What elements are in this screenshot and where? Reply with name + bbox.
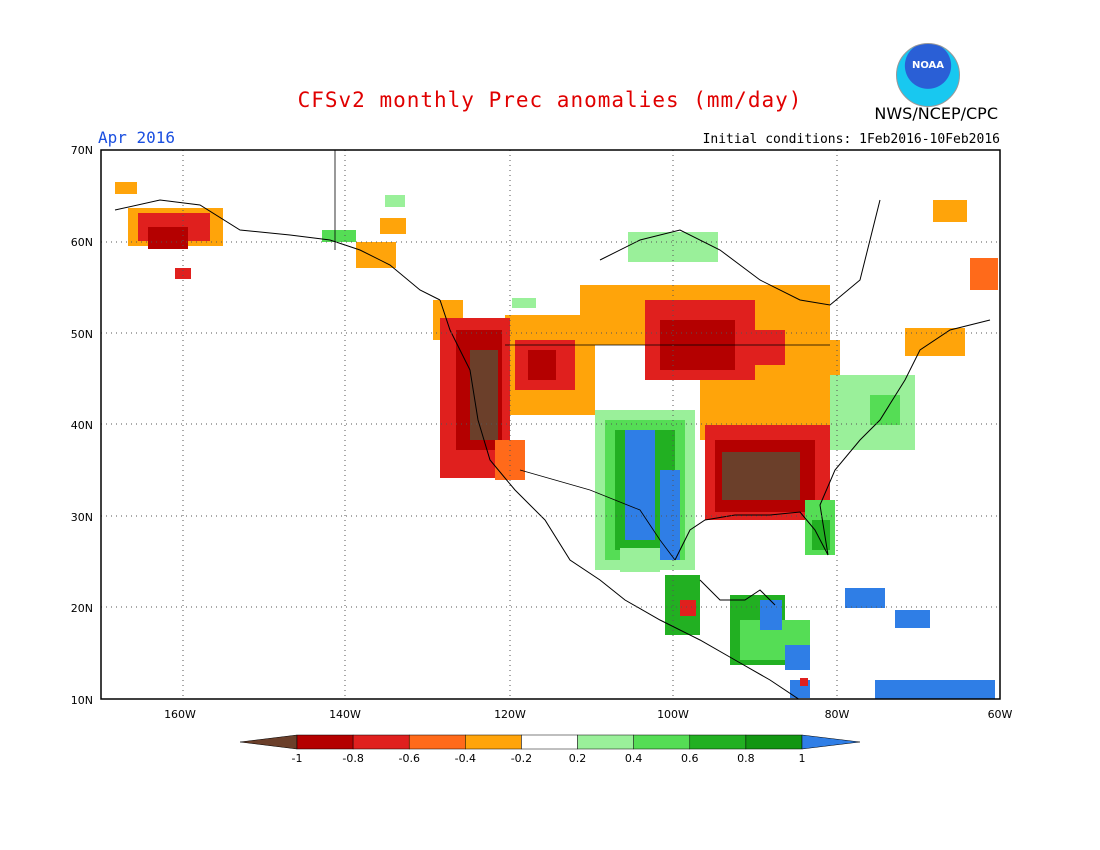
colorbar-swatch bbox=[296, 734, 354, 750]
anomaly-cell bbox=[722, 452, 800, 500]
coastline bbox=[599, 199, 881, 306]
anomaly-cell bbox=[680, 600, 696, 616]
lat-label: 60N bbox=[71, 236, 93, 249]
anomaly-cell bbox=[800, 678, 808, 686]
colorbar-swatch bbox=[521, 734, 578, 750]
colorbar-swatch bbox=[408, 734, 466, 750]
anomaly-cell bbox=[895, 610, 930, 628]
anomaly-cell bbox=[905, 328, 965, 356]
anomaly-cell bbox=[470, 350, 498, 440]
latitude-labels: 70N 60N 50N 40N 30N 20N 10N bbox=[71, 144, 93, 707]
anomaly-cell bbox=[380, 218, 406, 234]
lat-label: 30N bbox=[71, 511, 93, 524]
lon-label: 80W bbox=[825, 708, 850, 721]
forecast-month: Apr 2016 bbox=[98, 128, 176, 147]
coastline bbox=[674, 319, 991, 561]
lat-label: 70N bbox=[71, 144, 93, 157]
anomaly-cell bbox=[175, 268, 191, 279]
colorbar-swatch bbox=[352, 734, 410, 750]
anomaly-cell bbox=[512, 298, 536, 308]
anomaly-cell bbox=[785, 645, 810, 670]
lon-label: 100W bbox=[657, 708, 689, 721]
anomaly-cell bbox=[528, 350, 556, 380]
lat-label: 50N bbox=[71, 328, 93, 341]
anomaly-cell bbox=[745, 330, 785, 365]
colorbar-swatch bbox=[577, 734, 634, 750]
lon-label: 60W bbox=[988, 708, 1013, 721]
anomaly-cell bbox=[970, 258, 998, 290]
colorbar-label: -0.8 bbox=[342, 752, 363, 765]
map-field bbox=[114, 150, 998, 699]
anomaly-cell bbox=[660, 470, 680, 560]
anomaly-cell bbox=[628, 232, 718, 262]
anomaly-cell bbox=[385, 195, 405, 207]
colorbar-swatch bbox=[745, 734, 803, 750]
anomaly-cell bbox=[845, 588, 885, 608]
colorbar-label: 0.8 bbox=[737, 752, 755, 765]
coastline bbox=[114, 199, 441, 301]
noaa-logo: NOAA bbox=[896, 43, 960, 107]
anomaly-cell bbox=[875, 680, 995, 699]
initial-conditions: Initial conditions: 1Feb2016-10Feb2016 bbox=[702, 132, 1000, 147]
lon-label: 160W bbox=[164, 708, 196, 721]
noaa-logo-text: NOAA bbox=[911, 60, 945, 71]
border bbox=[519, 469, 676, 561]
longitude-labels: 160W 140W 120W 100W 80W 60W bbox=[164, 708, 1012, 721]
anomaly-cell bbox=[933, 200, 967, 222]
agency-label: NWS/NCEP/CPC bbox=[874, 104, 998, 123]
lat-label: 20N bbox=[71, 602, 93, 615]
anomaly-cell bbox=[115, 182, 137, 194]
lon-label: 140W bbox=[329, 708, 361, 721]
colorbar-label: -0.2 bbox=[511, 752, 532, 765]
colorbar-label: 0.2 bbox=[569, 752, 587, 765]
colorbar: -1 -0.8 -0.6 -0.4 -0.2 0.2 0.4 0.6 0.8 1 bbox=[239, 734, 861, 765]
anomaly-cell bbox=[148, 227, 188, 249]
anomaly-cell bbox=[760, 600, 782, 630]
colorbar-label: 0.6 bbox=[681, 752, 699, 765]
colorbar-arrow-low bbox=[239, 734, 298, 750]
lat-label: 40N bbox=[71, 419, 93, 432]
anomaly-cell bbox=[620, 548, 660, 572]
colorbar-swatch bbox=[633, 734, 691, 750]
lat-label: 10N bbox=[71, 694, 93, 707]
anomaly-cell bbox=[356, 242, 396, 268]
colorbar-label: -0.4 bbox=[455, 752, 476, 765]
coastline bbox=[439, 299, 800, 699]
map-title: CFSv2 monthly Prec anomalies (mm/day) bbox=[297, 88, 803, 112]
colorbar-arrow-high bbox=[801, 734, 861, 750]
colorbar-swatch bbox=[465, 734, 522, 750]
anomaly-cell bbox=[322, 230, 356, 242]
colorbar-label: 0.4 bbox=[625, 752, 643, 765]
anomaly-cell bbox=[870, 395, 900, 425]
colorbar-label: -0.6 bbox=[398, 752, 419, 765]
map-frame bbox=[100, 149, 1001, 700]
anomaly-cell bbox=[812, 520, 830, 550]
anomaly-cell bbox=[625, 430, 655, 540]
lon-label: 120W bbox=[494, 708, 526, 721]
coastline bbox=[699, 579, 776, 606]
colorbar-label: 1 bbox=[799, 752, 806, 765]
colorbar-label: -1 bbox=[292, 752, 303, 765]
colorbar-swatch bbox=[689, 734, 747, 750]
